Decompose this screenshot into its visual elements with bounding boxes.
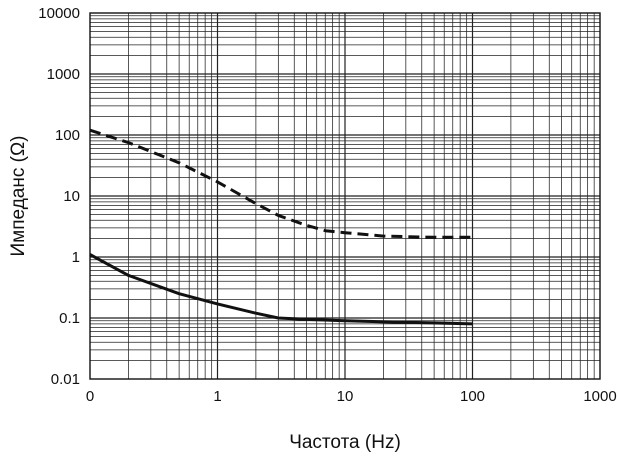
- y-tick-label: 0.1: [59, 310, 80, 327]
- x-axis-title: Частота (Hz): [289, 432, 401, 453]
- y-tick-labels: 0.01 0.1 1 10 100 1000 10000: [38, 5, 80, 388]
- x-tick-label: 0: [86, 388, 94, 405]
- series-group: [89, 128, 473, 326]
- x-tick-label: 1000: [583, 388, 616, 405]
- y-tick-label: 10: [63, 188, 80, 205]
- y-axis-title: Импеданс (Ω): [8, 136, 29, 257]
- plot-frame: [89, 12, 601, 380]
- y-tick-label: 100: [55, 127, 80, 144]
- grid: [90, 13, 600, 379]
- series-line-dashed: [89, 128, 473, 239]
- x-tick-label: 1: [213, 388, 221, 405]
- series-line-solid: [89, 253, 473, 326]
- y-tick-label: 1000: [47, 66, 80, 83]
- y-tick-label: 1: [72, 249, 80, 266]
- x-tick-label: 10: [337, 388, 354, 405]
- x-tick-label: 100: [460, 388, 485, 405]
- y-tick-label: 0.01: [51, 371, 80, 388]
- x-tick-labels: 0 1 10 100 1000: [86, 388, 617, 405]
- y-tick-label: 10000: [38, 5, 80, 22]
